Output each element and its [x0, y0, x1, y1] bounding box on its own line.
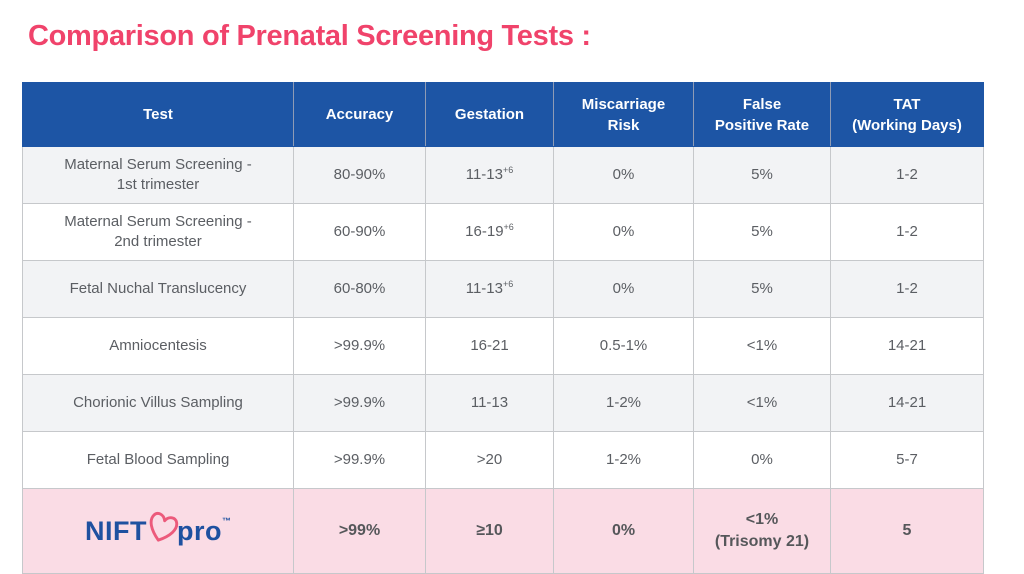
cell-gestation: 11-13+6 [425, 260, 554, 318]
cell-miscarriage-risk: 1-2% [553, 431, 694, 489]
logo-text-nift: NIFT [85, 515, 147, 546]
cell-gestation: 16-19+6 [425, 203, 554, 261]
cell-false-positive-rate: 5% [693, 146, 831, 204]
gestation-superscript: +6 [503, 278, 514, 289]
cell-false-positive-rate: 5% [693, 203, 831, 261]
cell-tat: 5-7 [830, 431, 984, 489]
cell-tat: 1-2 [830, 203, 984, 261]
cell-accuracy: 60-90% [293, 203, 426, 261]
table-header: Test Accuracy Gestation Miscarriage Risk… [22, 82, 984, 147]
logo-text-pro: pro [177, 515, 222, 546]
cell-gestation: >20 [425, 431, 554, 489]
cell-false-positive-rate: <1% [693, 317, 831, 375]
cell-accuracy: >99.9% [293, 317, 426, 375]
cell-miscarriage-risk: 0% [553, 260, 694, 318]
column-header-gestation: Gestation [425, 82, 554, 147]
trademark-symbol: ™ [222, 515, 231, 526]
cell-tat: 14-21 [830, 374, 984, 432]
cell-tat: 1-2 [830, 146, 984, 204]
cell-gestation: 11-13+6 [425, 146, 554, 204]
table-body: Maternal Serum Screening - 1st trimester… [22, 146, 984, 489]
column-header-false-positive-rate: False Positive Rate [693, 82, 831, 147]
column-header-tat: TAT (Working Days) [830, 82, 984, 147]
niftypro-tat: 5 [830, 488, 984, 574]
heart-icon [149, 511, 179, 542]
cell-gestation: 11-13 [425, 374, 554, 432]
cell-test: Fetal Nuchal Translucency [22, 260, 294, 318]
table-row: Amniocentesis >99.9% 16-21 0.5-1% <1% 14-21 [22, 317, 984, 375]
cell-accuracy: 80-90% [293, 146, 426, 204]
niftypro-gestation: ≥10 [425, 488, 554, 574]
column-header-accuracy: Accuracy [293, 82, 426, 147]
comparison-table: Test Accuracy Gestation Miscarriage Risk… [22, 82, 984, 574]
cell-tat: 14-21 [830, 317, 984, 375]
cell-false-positive-rate: <1% [693, 374, 831, 432]
cell-false-positive-rate: 5% [693, 260, 831, 318]
cell-miscarriage-risk: 0.5-1% [553, 317, 694, 375]
table-row: Chorionic Villus Sampling >99.9% 11-13 1-2%… [22, 374, 984, 432]
niftypro-miscarriage-risk: 0% [553, 488, 694, 574]
gestation-superscript: +6 [503, 164, 514, 175]
gestation-superscript: +6 [503, 221, 514, 232]
cell-tat: 1-2 [830, 260, 984, 318]
page-title: Comparison of Prenatal Screening Tests : [28, 20, 591, 52]
column-header-test: Test [22, 82, 294, 147]
cell-accuracy: 60-80% [293, 260, 426, 318]
niftypro-logo: NIFT pro ™ [29, 511, 287, 549]
table-row: Fetal Nuchal Translucency 60-80% 11-13+6 0%… [22, 260, 984, 318]
cell-miscarriage-risk: 0% [553, 146, 694, 204]
table-row: Maternal Serum Screening - 2nd trimester… [22, 203, 984, 261]
niftypro-accuracy: >99% [293, 488, 426, 574]
cell-accuracy: >99.9% [293, 431, 426, 489]
cell-test: Fetal Blood Sampling [22, 431, 294, 489]
niftypro-cell: NIFT pro ™ [22, 488, 294, 574]
cell-accuracy: >99.9% [293, 374, 426, 432]
cell-miscarriage-risk: 1-2% [553, 374, 694, 432]
highlight-table-body: NIFT pro ™ >99% ≥10 0% <1% (Trisomy 21) … [22, 488, 984, 574]
table-row: Fetal Blood Sampling >99.9% >20 1-2% 0% 5-7 [22, 431, 984, 489]
cell-gestation: 16-21 [425, 317, 554, 375]
table-row: Maternal Serum Screening - 1st trimester… [22, 146, 984, 204]
cell-test: Chorionic Villus Sampling [22, 374, 294, 432]
cell-miscarriage-risk: 0% [553, 203, 694, 261]
niftypro-false-positive-rate: <1% (Trisomy 21) [693, 488, 831, 574]
cell-test: Maternal Serum Screening - 2nd trimester [22, 203, 294, 261]
cell-false-positive-rate: 0% [693, 431, 831, 489]
cell-test: Amniocentesis [22, 317, 294, 375]
header-row: Test Accuracy Gestation Miscarriage Risk… [22, 82, 984, 147]
cell-test: Maternal Serum Screening - 1st trimester [22, 146, 294, 204]
column-header-miscarriage-risk: Miscarriage Risk [553, 82, 694, 147]
niftypro-row: NIFT pro ™ >99% ≥10 0% <1% (Trisomy 21) … [22, 488, 984, 574]
